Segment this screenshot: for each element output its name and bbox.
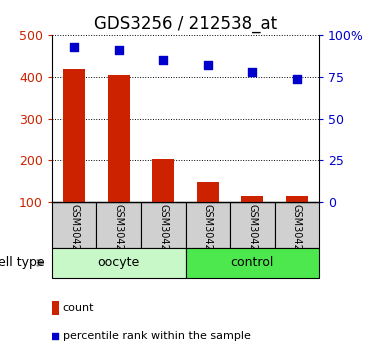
Point [205,63,211,68]
FancyBboxPatch shape [52,248,186,278]
FancyBboxPatch shape [96,202,141,248]
Text: count: count [63,303,94,313]
Text: GSM304265: GSM304265 [292,204,302,263]
Text: GSM304260: GSM304260 [69,204,79,263]
Bar [152,159,174,202]
Point [71,44,77,50]
Text: percentile rank within the sample: percentile rank within the sample [63,331,250,341]
Point [249,69,255,75]
Bar [241,195,263,202]
Point [294,76,300,81]
FancyBboxPatch shape [186,202,230,248]
Bar [197,182,219,202]
Bar [286,195,308,202]
Text: GSM304261: GSM304261 [114,204,124,263]
Bar [63,69,85,202]
Bar [52,301,59,315]
Bar [108,75,130,202]
Point [52,333,58,339]
Text: cell type: cell type [0,256,48,269]
FancyBboxPatch shape [52,202,96,248]
FancyBboxPatch shape [275,202,319,248]
Text: GSM304262: GSM304262 [158,204,168,263]
Text: GSM304264: GSM304264 [247,204,257,263]
Text: control: control [231,256,274,269]
Point [160,57,166,63]
Text: oocyte: oocyte [98,256,140,269]
FancyBboxPatch shape [141,202,186,248]
Point [116,47,122,53]
FancyBboxPatch shape [230,202,275,248]
Text: GSM304263: GSM304263 [203,204,213,263]
Title: GDS3256 / 212538_at: GDS3256 / 212538_at [94,15,277,33]
FancyBboxPatch shape [186,248,319,278]
